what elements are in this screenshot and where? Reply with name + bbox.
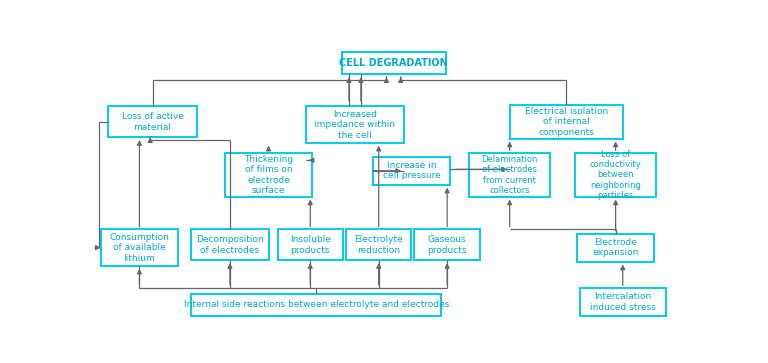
Text: Increased
impedance within
the cell: Increased impedance within the cell xyxy=(314,110,396,139)
Text: Thickening
of films on
electrode
surface: Thickening of films on electrode surface xyxy=(244,155,293,195)
FancyBboxPatch shape xyxy=(415,229,480,260)
FancyBboxPatch shape xyxy=(580,288,666,316)
Text: Loss of
conductivity
between
neighboring
particles: Loss of conductivity between neighboring… xyxy=(590,150,641,200)
Text: Electrolyte
reduction: Electrolyte reduction xyxy=(354,235,403,254)
FancyBboxPatch shape xyxy=(342,52,445,74)
Text: Loss of active
material: Loss of active material xyxy=(121,112,184,131)
Text: Decomposition
of electrodes: Decomposition of electrodes xyxy=(196,235,263,254)
Text: Delamination
of electrodes
from current
collectors: Delamination of electrodes from current … xyxy=(482,155,538,195)
FancyBboxPatch shape xyxy=(226,153,312,197)
FancyBboxPatch shape xyxy=(191,229,269,260)
FancyBboxPatch shape xyxy=(108,106,197,137)
FancyBboxPatch shape xyxy=(510,105,623,139)
FancyBboxPatch shape xyxy=(306,106,404,143)
Text: Insoluble
products: Insoluble products xyxy=(290,235,331,254)
FancyBboxPatch shape xyxy=(346,229,412,260)
Text: Gaseous
products: Gaseous products xyxy=(428,235,467,254)
FancyBboxPatch shape xyxy=(469,153,550,197)
Text: Consumption
of available
lithium: Consumption of available lithium xyxy=(110,233,170,262)
FancyBboxPatch shape xyxy=(577,234,654,262)
Text: Electrode
expansion: Electrode expansion xyxy=(592,238,639,257)
FancyBboxPatch shape xyxy=(191,294,441,316)
FancyBboxPatch shape xyxy=(372,157,450,185)
Text: Electrical isolation
of internal
components: Electrical isolation of internal compone… xyxy=(525,107,607,137)
Text: Intercalation
induced stress: Intercalation induced stress xyxy=(590,293,656,312)
Text: Internal side reactions between electrolyte and electrodes: Internal side reactions between electrol… xyxy=(184,301,449,309)
Text: Increase in
cell pressure: Increase in cell pressure xyxy=(382,161,440,180)
FancyBboxPatch shape xyxy=(277,229,343,260)
FancyBboxPatch shape xyxy=(101,229,178,266)
FancyBboxPatch shape xyxy=(575,153,656,197)
Text: CELL DEGRADATION: CELL DEGRADATION xyxy=(339,58,448,68)
